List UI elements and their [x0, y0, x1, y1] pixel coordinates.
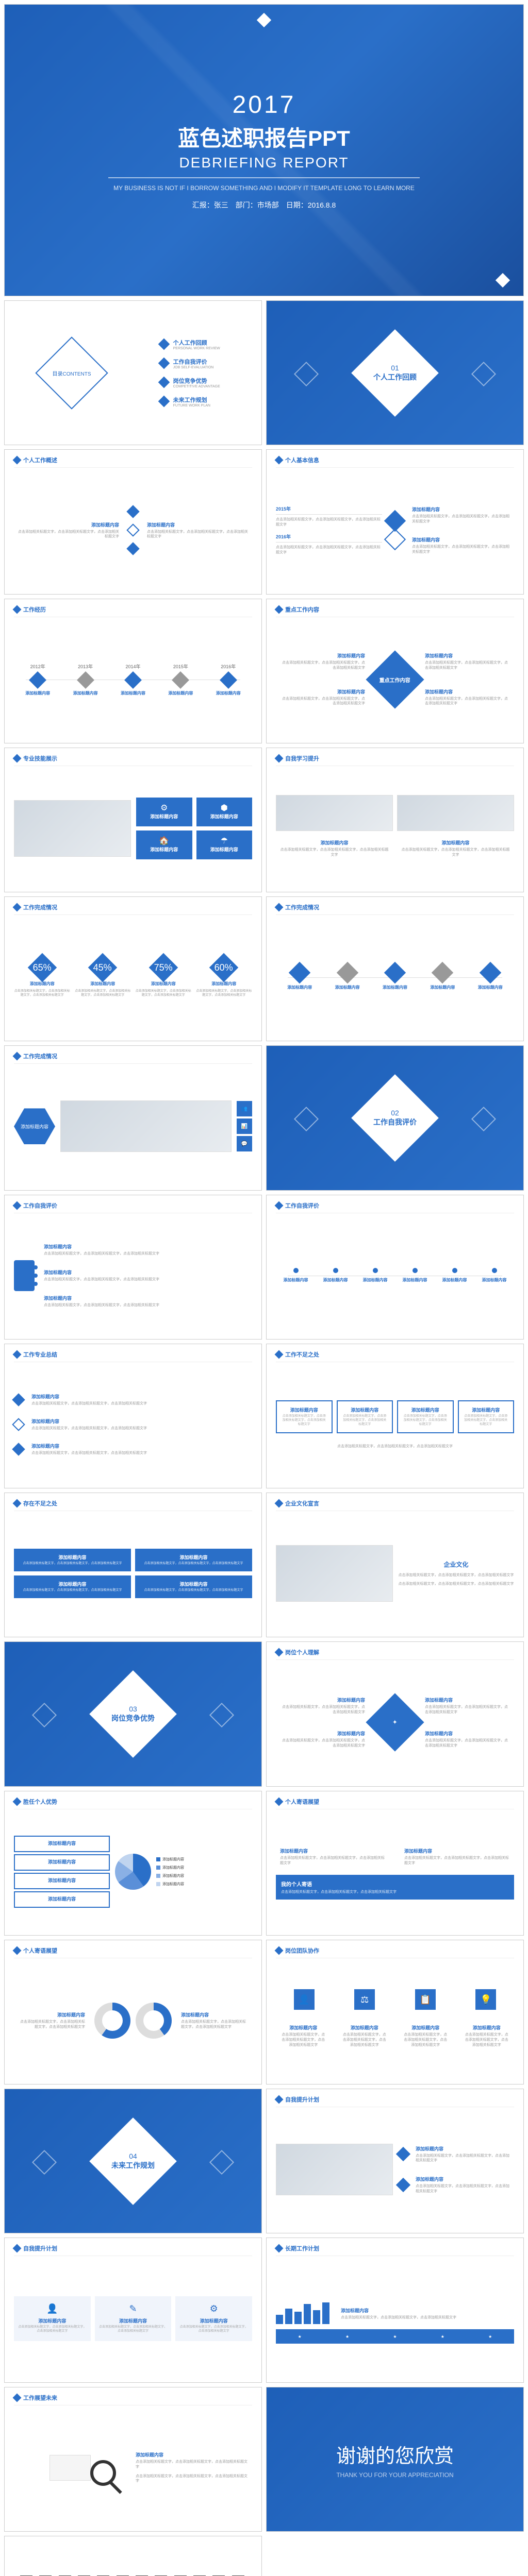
- content-slide: 自我提升计划 添加标题内容点击添加相关标题文字，点击添加相关标题文字，点击添加相…: [266, 2089, 524, 2233]
- icon: 📋: [415, 1989, 436, 2010]
- toc-slide: 目录CONTENTS 个人工作回顾PERSONAL WORK REVIEW 工作…: [4, 300, 262, 445]
- toc-item: 岗位竞争优势COMPETITIVE ADVANTAGE: [160, 377, 220, 388]
- magnify-icon: [90, 2460, 116, 2486]
- content-slide: 工作完成情况 65%添加标题内容点击添加相关标题文字，点击添加相关标题文字，点击…: [4, 896, 262, 1041]
- toc-item: 未来工作规划FUTURE WORK PLAN: [160, 396, 220, 408]
- photo-placeholder: [397, 795, 514, 831]
- content-slide: 个人寄语展望 添加标题内容点击添加相关标题文字，点击添加相关标题文字，点击添加相…: [266, 1791, 524, 1936]
- content-slide: 专业技能展示 ⚙添加标题内容 ⬢添加标题内容 🏠添加标题内容 ☂添加标题内容: [4, 748, 262, 892]
- icon-library: [4, 2536, 262, 2576]
- icon: ⚖: [354, 1989, 375, 2010]
- toc-item: 工作自我评价JOB SELF-EVALUATION: [160, 358, 220, 369]
- thanks-slide: 谢谢的您欣赏 THANK YOU FOR YOUR APPRECIATION: [266, 2387, 524, 2532]
- content-slide: 个人寄语展望 添加标题内容点击添加相关标题文字，点击添加相关标题文字，点击添加相…: [4, 1940, 262, 2084]
- photo-placeholder: [276, 795, 393, 831]
- title-cn: 蓝色述职报告PPT: [178, 121, 350, 152]
- content-slide: 重点工作内容 添加标题内容点击添加相关标题文字，点击添加相关标题文字，点击添加相…: [266, 599, 524, 743]
- year: 2017: [233, 91, 296, 119]
- pie-chart: [115, 1854, 151, 1890]
- photo-placeholder: [60, 1100, 232, 1152]
- center-diamond: 重点工作内容: [366, 650, 424, 708]
- toc-items: 个人工作回顾PERSONAL WORK REVIEW 工作自我评价JOB SEL…: [160, 338, 220, 408]
- section-divider: 02工作自我评价: [266, 1045, 524, 1190]
- timeline: 添加标题内容2012年 2013年添加标题内容 添加标题内容2014年 2015…: [14, 663, 252, 696]
- bar-chart: [276, 2293, 329, 2324]
- section-divider: 01个人工作回顾: [266, 300, 524, 445]
- content-slide: 自我提升计划 👤添加标题内容点击添加相关标题文字，点击添加相关标题文字，点击添加…: [4, 2238, 262, 2382]
- divider: [108, 177, 420, 178]
- content-slide: 长期工作计划 添加标题内容点击添加相关标题文字，点击添加相关标题文字，点击添加相…: [266, 2238, 524, 2382]
- donut-chart: [94, 2003, 130, 2039]
- icon: 👤: [294, 1989, 315, 2010]
- toc-label-box: 目录CONTENTS: [35, 336, 108, 409]
- meta: 汇报：张三 部门：市场部 日期：2016.8.8: [192, 200, 336, 210]
- photo-placeholder: [14, 800, 131, 857]
- content-slide: 岗位个人理解 添加标题内容点击添加相关标题文字，点击添加相关标题文字，点击添加相…: [266, 1641, 524, 1786]
- content-slide: 个人工作概述 添加标题内容点击添加相关标题文字，点击添加相关标题文字，点击添加相…: [4, 449, 262, 594]
- section-divider: 03岗位竞争优势: [4, 1641, 262, 1786]
- content-slide: 岗位团队协作 👤 ⚖ 📋 💡 添加标题内容点击添加相关标题文字，点击添加相关标题…: [266, 1940, 524, 2084]
- content-slide: 工作经历 添加标题内容2012年 2013年添加标题内容 添加标题内容2014年…: [4, 599, 262, 743]
- content-slide: 自我学习提升 添加标题内容点击添加相关标题文字，点击添加相关标题文字，点击添加相…: [266, 748, 524, 892]
- toc-item: 个人工作回顾PERSONAL WORK REVIEW: [160, 338, 220, 350]
- content-slide: 工作自我评价 添加标题内容 添加标题内容 添加标题内容 添加标题内容 添加标题内…: [266, 1195, 524, 1340]
- content-slide: 个人基本信息 2015年点击添加相关标题文字，点击添加相关标题文字，点击添加相关…: [266, 449, 524, 594]
- icon: 💡: [475, 1989, 496, 2010]
- section-divider: 04未来工作规划: [4, 2089, 262, 2233]
- subtitle: MY BUSINESS IS NOT IF I BORROW SOMETHING…: [113, 184, 415, 192]
- content-slide: 工作专业总结 添加标题内容点击添加相关标题文字，点击添加相关标题文字，点击添加相…: [4, 1344, 262, 1488]
- donut-chart: [136, 2003, 172, 2039]
- content-slide: 工作完成情况 添加标题内容 添加标题内容 添加标题内容 添加标题内容 添加标题内…: [266, 896, 524, 1041]
- content-slide: 存在不足之处 添加标题内容点击添加相关标题文字，点击添加相关标题文字，点击添加相…: [4, 1493, 262, 1637]
- photo-placeholder: [276, 2144, 393, 2195]
- content-slide: 企业文化宣言 企业文化 点击添加相关标题文字，点击添加相关标题文字，点击添加相关…: [266, 1493, 524, 1637]
- title-en: DEBRIEFING REPORT: [179, 155, 349, 171]
- photo-placeholder: [276, 1545, 393, 1602]
- content-slide: 胜任个人优势 添加标题内容 添加标题内容 添加标题内容 添加标题内容 添加标题内…: [4, 1791, 262, 1936]
- hexagon: 添加标题内容: [14, 1108, 55, 1144]
- content-slide: 工作展望未来 添加标题内容点击添加相关标题文字，点击添加相关标题文字，点击添加相…: [4, 2387, 262, 2532]
- diamond-decor: [496, 273, 510, 287]
- content-slide: 工作自我评价 添加标题内容点击添加相关标题文字，点击添加相关标题文字，点击添加相…: [4, 1195, 262, 1340]
- diamond-decor: [257, 13, 271, 27]
- title-slide: 2017 蓝色述职报告PPT DEBRIEFING REPORT MY BUSI…: [4, 4, 524, 296]
- content-slide: 工作不足之处 添加标题内容点击添加相关标题文字，点击添加相关标题文字，点击添加相…: [266, 1344, 524, 1488]
- content-slide: 工作完成情况 添加标题内容 👥 📊 💬: [4, 1045, 262, 1190]
